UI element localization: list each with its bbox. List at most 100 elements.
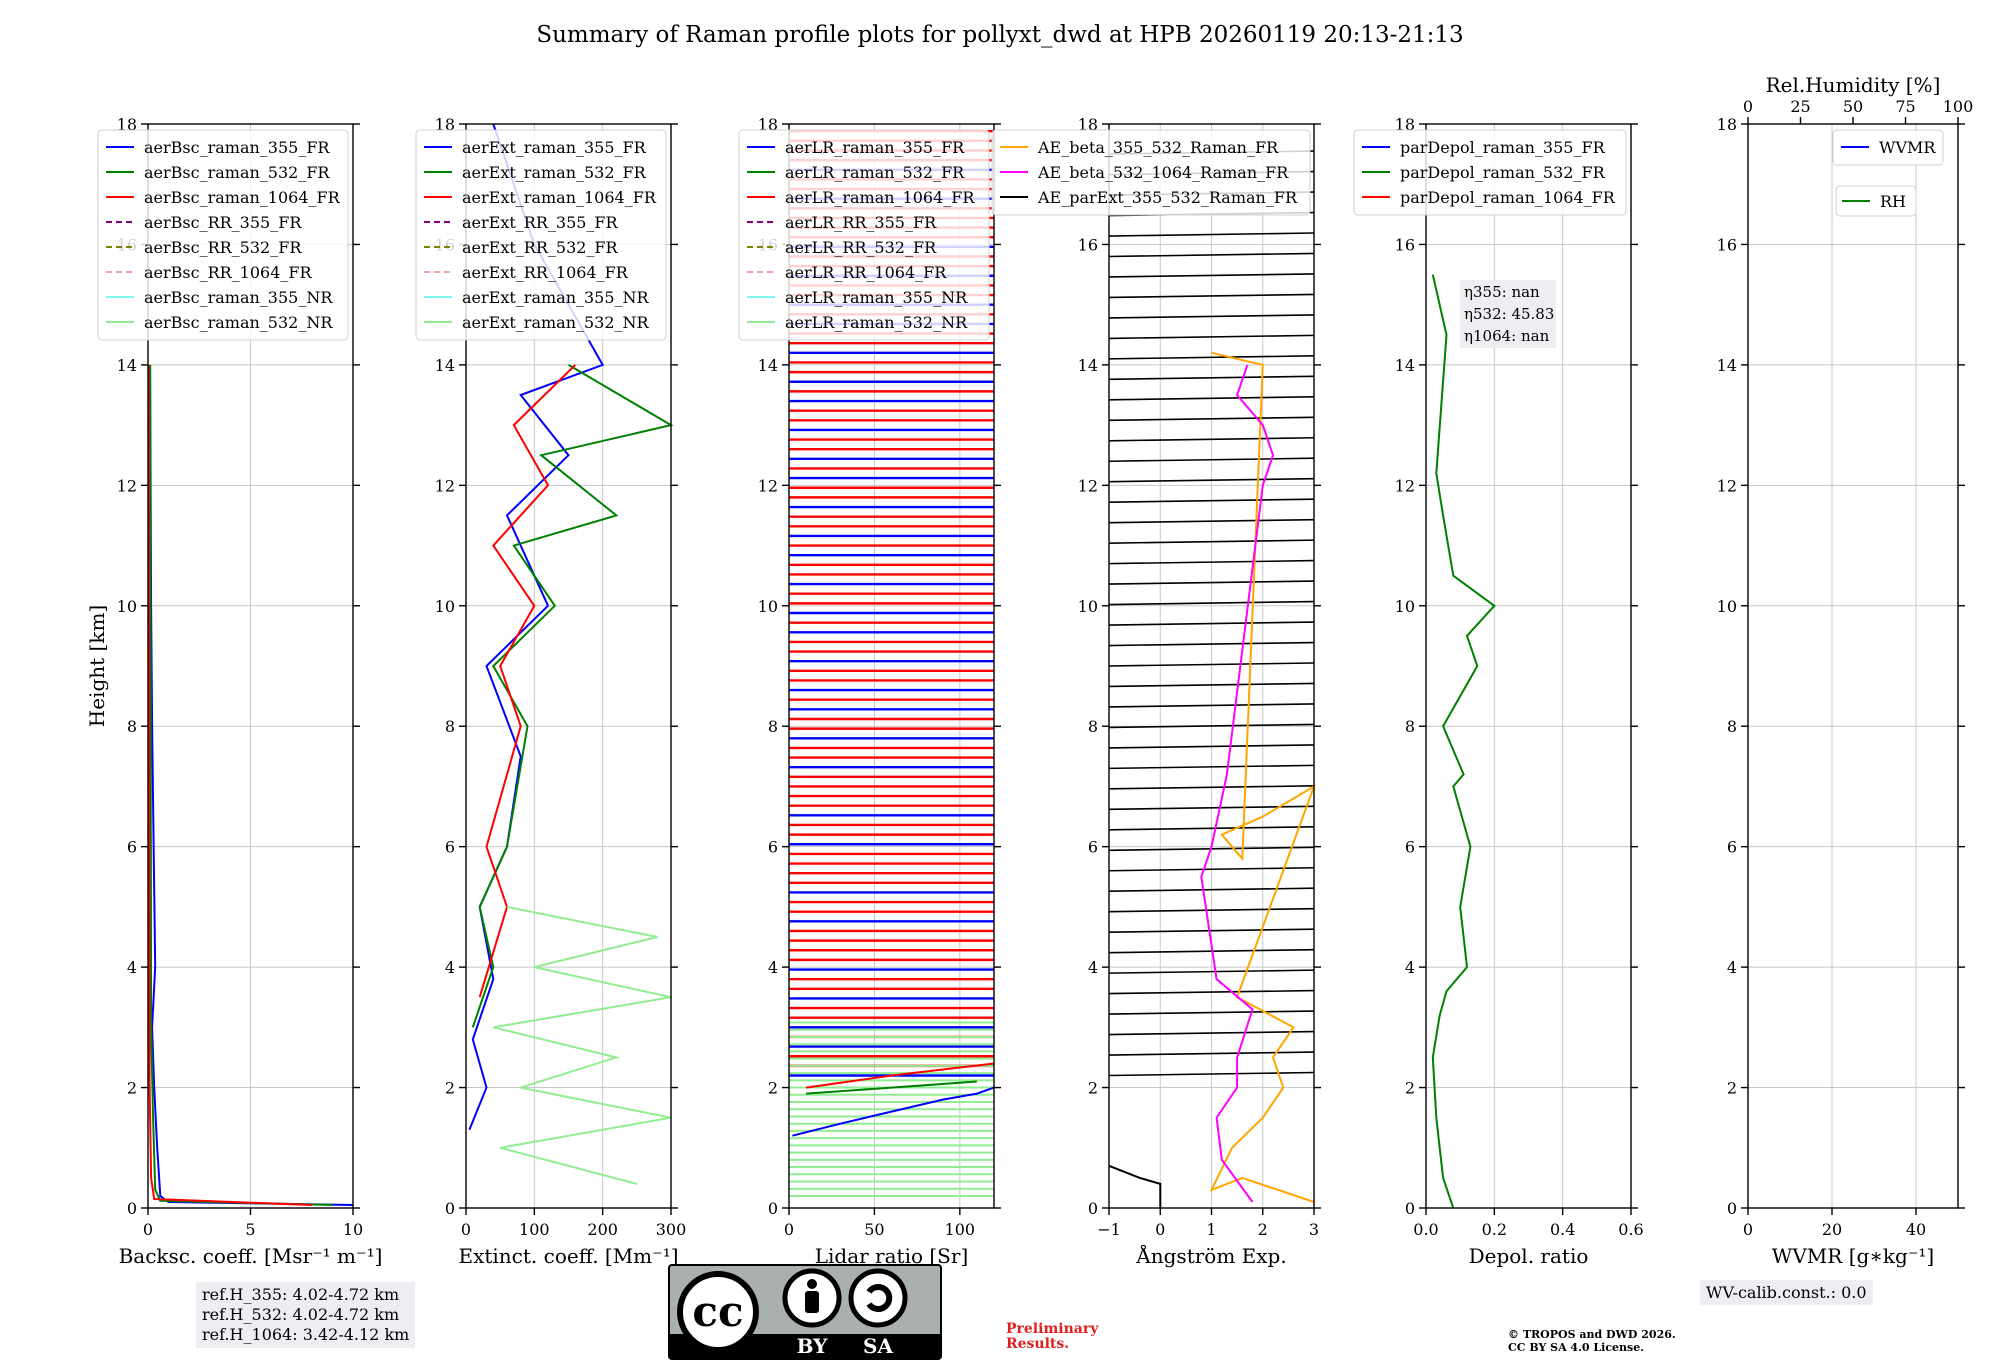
ytick-label-0-6: 12: [117, 476, 137, 495]
angstrom-parext-segment: [1108, 396, 1315, 401]
depol-annotation-2: η1064: nan: [1464, 327, 1550, 345]
ytick-label-5-3: 6: [1727, 838, 1737, 857]
ytick-label-5-1: 2: [1727, 1079, 1737, 1098]
angstrom-parext-segment: [1108, 416, 1315, 422]
legend-entry-2-3: aerLR_RR_355_FR: [785, 213, 937, 232]
angstrom-parext-segment: [1108, 928, 1315, 933]
ytick-label-3-4: 8: [1088, 717, 1098, 736]
legend-box-1: [415, 129, 667, 341]
angstrom-parext-segment: [1108, 825, 1315, 831]
ytick-label-2-7: 14: [758, 356, 778, 375]
ytick-label-5-9: 18: [1717, 115, 1737, 134]
legend-entry-2-7: aerLR_raman_532_NR: [785, 313, 968, 332]
legend2-box: [1835, 185, 1917, 217]
ytick-label-4-9: 18: [1395, 115, 1415, 134]
by-label: BY: [797, 1334, 829, 1358]
angstrom-parext-segment: [1108, 703, 1315, 708]
axes-frame-4: [1425, 123, 1632, 1209]
angstrom-parext-segment: [1108, 334, 1315, 340]
xtick-label-0-2: 10: [343, 1220, 363, 1239]
legend-entry-5-0: WVMR: [1879, 138, 1936, 157]
xtick-label-3-3: 2: [1258, 1220, 1268, 1239]
xtick-label-0-1: 5: [245, 1220, 255, 1239]
depol-annotation-box: [1460, 280, 1556, 348]
xtick-label-3-4: 3: [1309, 1220, 1319, 1239]
legend-entry-1-3: aerExt_RR_355_FR: [462, 213, 619, 232]
legend-entry-2-5: aerLR_RR_1064_FR: [785, 263, 947, 282]
series-AE_beta_355_532_Raman_FR: [1209, 351, 1316, 1203]
xtick-label-0-0: 0: [143, 1220, 153, 1239]
legend-entry-2-0: aerLR_raman_355_FR: [785, 138, 965, 157]
sa-icon: [848, 1268, 908, 1328]
legend-entry-0-3: aerBsc_RR_355_FR: [144, 213, 302, 232]
legend-entry-2-6: aerLR_raman_355_NR: [785, 288, 968, 307]
legend-entry-0-4: aerBsc_RR_532_FR: [144, 238, 302, 257]
legend-box-3: [991, 129, 1311, 216]
figure-title: Summary of Raman profile plots for polly…: [536, 22, 1464, 48]
top-tick-label-3: 75: [1895, 97, 1915, 116]
ytick-label-1-6: 12: [435, 476, 455, 495]
angstrom-parext-segment: [1108, 477, 1315, 483]
legend-box-0: [97, 129, 349, 341]
angstrom-parext-segment: [1108, 539, 1315, 544]
ytick-label-1-0: 0: [445, 1199, 455, 1218]
series-aerExt_raman_355_FR: [468, 123, 605, 1131]
angstrom-parext-segment: [1108, 498, 1315, 503]
legend-entry-0-0: aerBsc_raman_355_FR: [144, 138, 330, 157]
angstrom-parext-segment: [1108, 580, 1315, 585]
xtick-label-2-2: 100: [945, 1220, 976, 1239]
series-aerBsc_raman_355_FR: [149, 364, 354, 1206]
legend-entry-1-4: aerExt_RR_532_FR: [462, 238, 619, 257]
cc-letters: cc: [692, 1287, 743, 1336]
ytick-label-1-4: 8: [445, 717, 455, 736]
angstrom-parext-segment: [1108, 518, 1315, 524]
angstrom-parext-segment: [1108, 293, 1315, 299]
angstrom-parext-segment: [1108, 907, 1315, 913]
ytick-label-3-9: 18: [1078, 115, 1098, 134]
legend-entry-4-0: parDepol_raman_355_FR: [1400, 138, 1606, 157]
angstrom-bands: [1108, 150, 1315, 1077]
ytick-label-5-5: 10: [1717, 597, 1737, 616]
legend-entry-1-6: aerExt_raman_355_NR: [462, 288, 650, 307]
legend-entry-2-2: aerLR_raman_1064_FR: [785, 188, 975, 207]
xtick-label-4-0: 0.0: [1413, 1220, 1438, 1239]
ytick-label-1-3: 6: [445, 838, 455, 857]
xaxis-label-1: Extinct. coeff. [Mm⁻¹]: [458, 1244, 678, 1268]
copyright-note: © TROPOS and DWD 2026. CC BY SA 4.0 Lice…: [1508, 1328, 1676, 1354]
angstrom-parext-segment: [1108, 273, 1315, 278]
ytick-label-3-6: 12: [1078, 476, 1098, 495]
legend-entry-0-5: aerBsc_RR_1064_FR: [144, 263, 313, 282]
ytick-label-2-4: 8: [768, 717, 778, 736]
angstrom-parext-segment: [1108, 887, 1315, 893]
legend-entry-1-0: aerExt_raman_355_FR: [462, 138, 647, 157]
ytick-label-4-8: 16: [1395, 235, 1415, 254]
xtick-label-1-0: 0: [461, 1220, 471, 1239]
ytick-label-2-1: 2: [768, 1079, 778, 1098]
top-axis-label: Rel.Humidity [%]: [1766, 73, 1941, 97]
angstrom-parext-segment: [1108, 764, 1315, 770]
ytick-label-5-2: 4: [1727, 958, 1737, 977]
angstrom-parext-segment: [1108, 662, 1315, 667]
wv-calibration-box: WV-calib.const.: 0.0: [1700, 1280, 1873, 1305]
series-aerLR_raman_355_FR: [792, 1086, 995, 1137]
angstrom-parext-segment: [1108, 744, 1315, 749]
ref-height-355: ref.H_355: 4.02-4.72 km: [202, 1285, 400, 1304]
ytick-label-3-0: 0: [1088, 1199, 1098, 1218]
ytick-label-0-3: 6: [127, 838, 137, 857]
ytick-label-2-5: 10: [758, 597, 778, 616]
ytick-label-3-2: 4: [1088, 958, 1098, 977]
ytick-label-1-5: 10: [435, 597, 455, 616]
angstrom-parext-segment: [1108, 355, 1315, 360]
top-tick-label-1: 25: [1790, 97, 1810, 116]
ytick-label-0-2: 4: [127, 958, 137, 977]
top-tick-label-2: 50: [1843, 97, 1863, 116]
angstrom-parext-segment: [1108, 559, 1315, 565]
by-person-head: [807, 1279, 817, 1289]
series-aerBsc_raman_1064_FR: [147, 364, 313, 1206]
series-aerBsc_raman_532_FR: [149, 364, 333, 1206]
ytick-label-3-5: 10: [1078, 597, 1098, 616]
xtick-label-4-2: 0.4: [1550, 1220, 1575, 1239]
series-AE_parExt_355_532_Raman_FR: [1108, 1164, 1162, 1208]
ytick-label-4-2: 4: [1405, 958, 1415, 977]
